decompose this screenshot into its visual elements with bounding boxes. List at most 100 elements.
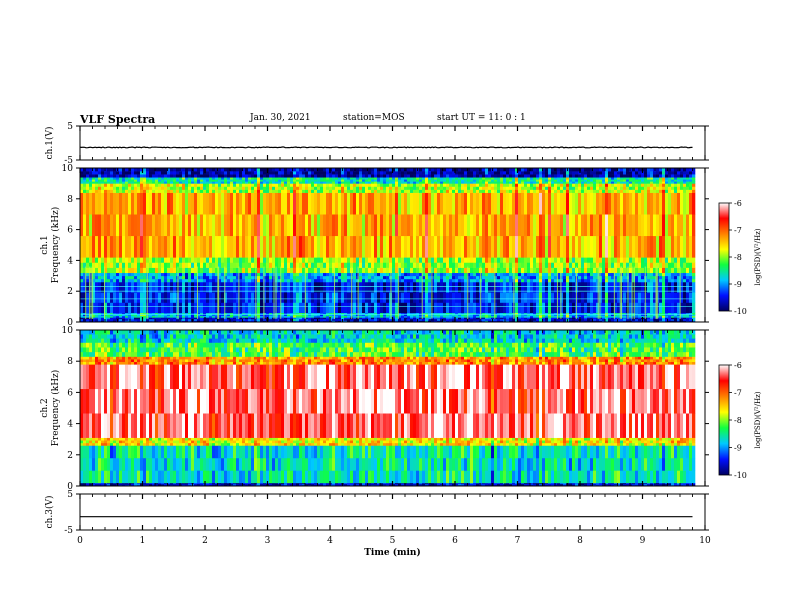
spectrogram-cell xyxy=(212,314,216,317)
spectrogram-cell xyxy=(236,235,240,258)
spectrogram-cell xyxy=(143,179,147,182)
spectrogram-cell xyxy=(281,267,285,274)
spectrogram-cell xyxy=(230,281,234,293)
spectrogram-cell xyxy=(530,320,534,323)
spectrogram-cell xyxy=(245,257,249,263)
spectrogram-cell xyxy=(377,179,381,182)
spectrogram-cell xyxy=(410,257,414,263)
spectrogram-cell xyxy=(83,314,87,317)
spectrogram-cell xyxy=(260,186,264,190)
spectrogram-cell xyxy=(236,214,240,237)
spectrogram-cell xyxy=(137,179,141,182)
spectrogram-cell xyxy=(221,189,225,193)
spectrogram-cell xyxy=(521,179,525,182)
spectrogram-cell xyxy=(392,318,396,321)
spectrogram-cell xyxy=(437,174,441,178)
spectrogram-cell xyxy=(566,302,570,314)
spectrogram-cell xyxy=(395,278,399,283)
spectrogram-cell xyxy=(617,189,621,193)
spectrogram-cell xyxy=(179,214,183,237)
spectrogram-cell xyxy=(206,275,210,280)
spectrogram-cell xyxy=(293,267,297,274)
spectrogram-cell xyxy=(371,314,375,317)
spectrogram-cell xyxy=(359,317,363,320)
spectrogram-cell xyxy=(338,192,342,215)
spectrogram-cell xyxy=(209,171,213,175)
spectrogram-cell xyxy=(530,275,534,280)
spectrogram-cell xyxy=(365,171,369,175)
spectrogram-cell xyxy=(608,181,612,184)
spectrogram-cell xyxy=(302,315,306,318)
spectrogram-cell xyxy=(200,275,204,280)
spectrogram-cell xyxy=(254,192,258,215)
spectrogram-cell xyxy=(104,278,108,283)
spectrogram-cell xyxy=(329,174,333,178)
spectrogram-cell xyxy=(386,281,390,293)
spectrogram-cell xyxy=(488,272,492,277)
spectrogram-cell xyxy=(197,177,201,180)
spectrogram-cell xyxy=(356,168,360,172)
spectrogram-cell xyxy=(602,174,606,178)
spectrogram-cell xyxy=(443,181,447,184)
spectrogram-cell xyxy=(425,292,429,303)
spectrogram-cell xyxy=(524,186,528,190)
spectrogram-cell xyxy=(389,186,393,190)
spectrogram-cell xyxy=(476,262,480,268)
spectrogram-cell xyxy=(386,183,390,187)
spectrogram-cell xyxy=(605,189,609,193)
spectrogram-cell xyxy=(494,281,498,293)
spectrogram-cell xyxy=(458,281,462,293)
spectrogram-cell xyxy=(392,315,396,318)
spectrogram-cell xyxy=(188,168,192,172)
spectrogram-cell xyxy=(194,302,198,314)
spectrogram-cell xyxy=(590,302,594,314)
spectrogram-cell xyxy=(191,312,195,315)
spectrogram-cell xyxy=(215,171,219,175)
spectrogram-cell xyxy=(233,168,237,172)
spectrogram-cell xyxy=(308,189,312,193)
spectrogram-cell xyxy=(497,183,501,187)
spectrogram-cell xyxy=(377,275,381,280)
spectrogram-cell xyxy=(500,292,504,303)
spectrogram-cell xyxy=(341,257,345,263)
spectrogram-cell xyxy=(251,179,255,182)
spectrogram-cell xyxy=(515,267,519,274)
spectrogram-cell xyxy=(374,168,378,172)
spectrogram-cell xyxy=(335,292,339,303)
spectrogram-cell xyxy=(179,275,183,280)
spectrogram-cell xyxy=(464,314,468,317)
spectrogram-cell xyxy=(245,278,249,283)
spectrogram-cell xyxy=(218,318,222,321)
spectrogram-cell xyxy=(362,278,366,283)
spectrogram-cell xyxy=(512,192,516,215)
spectrogram-cell xyxy=(488,174,492,178)
spectrogram-cell xyxy=(572,192,576,215)
spectrogram-cell xyxy=(560,186,564,190)
spectrogram-cell xyxy=(287,267,291,274)
spectrogram-cell xyxy=(398,312,402,315)
spectrogram-cell xyxy=(539,192,543,215)
spectrogram-cell xyxy=(134,317,138,320)
spectrogram-cell xyxy=(134,183,138,187)
spectrogram-cell xyxy=(344,320,348,323)
spectrogram-cell xyxy=(305,168,309,172)
spectrogram-cell xyxy=(281,179,285,182)
spectrogram-cell xyxy=(545,189,549,193)
spectrogram-cell xyxy=(113,179,117,182)
spectrogram-cell xyxy=(608,235,612,258)
spectrogram-cell xyxy=(104,275,108,280)
spectrogram-cell xyxy=(464,302,468,314)
spectrogram-cell xyxy=(260,320,264,323)
spectrogram-cell xyxy=(302,171,306,175)
spectrogram-cell xyxy=(440,257,444,263)
spectrogram-cell xyxy=(401,174,405,178)
spectrogram-cell xyxy=(398,275,402,280)
spectrogram-cell xyxy=(500,179,504,182)
spectrogram-cell xyxy=(161,312,165,315)
spectrogram-cell xyxy=(368,257,372,263)
spectrogram-cell xyxy=(146,179,150,182)
spectrogram-cell xyxy=(239,302,243,314)
spectrogram-cell xyxy=(623,275,627,280)
spectrogram-cell xyxy=(152,183,156,187)
spectrogram-cell xyxy=(572,272,576,277)
